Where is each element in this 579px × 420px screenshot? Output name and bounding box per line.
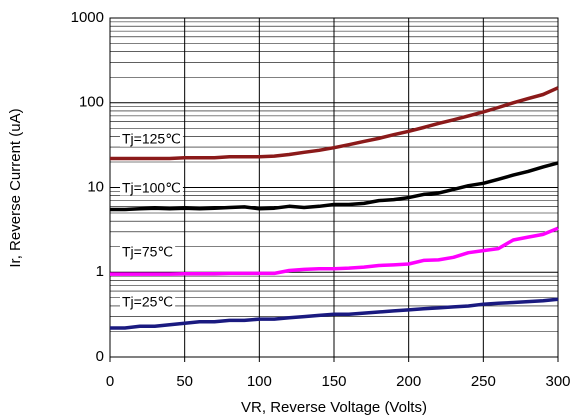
x-tick-label: 0 <box>106 373 114 390</box>
series-label-bg <box>120 243 176 260</box>
series-label-bg <box>120 179 183 196</box>
series-label: Tj=25℃ <box>122 294 173 310</box>
series-label: Tj=100℃ <box>122 180 181 196</box>
y-tick-label: 10 <box>87 178 104 195</box>
series-line <box>110 161 559 212</box>
y-tick-label: 0 <box>96 348 104 365</box>
y-tick-label: 1000 <box>71 9 104 26</box>
series-label: Tj=75℃ <box>122 244 173 260</box>
x-tick-label: 100 <box>247 373 272 390</box>
series-line <box>110 297 559 330</box>
series-label-bg <box>120 130 183 147</box>
y-axis-label: Ir, Reverse Current (uA) <box>7 108 24 267</box>
plot-frame <box>109 17 559 358</box>
x-tick-label: 200 <box>396 373 421 390</box>
series-line <box>110 226 559 276</box>
y-tick-label: 100 <box>79 94 104 111</box>
y-tick-label: 1 <box>96 263 104 280</box>
series-label: Tj=125℃ <box>122 131 181 147</box>
x-tick-label: 300 <box>545 373 570 390</box>
series-label-bg <box>120 293 176 310</box>
x-tick-label: 150 <box>321 373 346 390</box>
x-axis-label: VR, Reverse Voltage (Volts) <box>241 399 427 416</box>
x-tick-label: 250 <box>471 373 496 390</box>
x-tick-label: 50 <box>176 373 193 390</box>
series-line <box>110 86 559 161</box>
